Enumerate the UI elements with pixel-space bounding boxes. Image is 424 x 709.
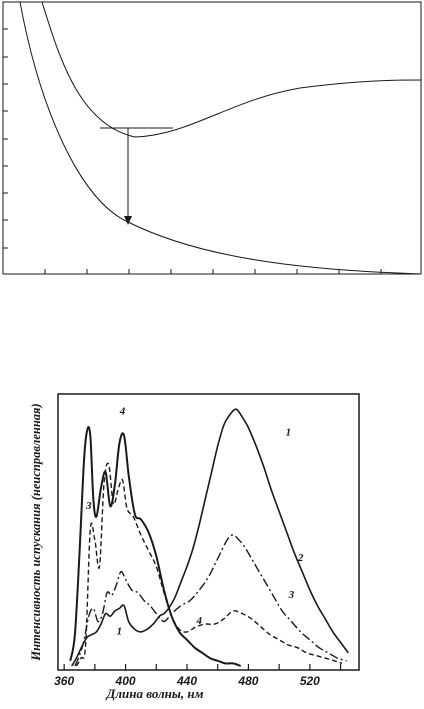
x-tick-label: 520 xyxy=(300,674,320,688)
spectrum-series-group xyxy=(69,408,349,667)
transition-arrow-head xyxy=(124,216,132,225)
x-axis-ticks: 360 400 440 480 520 xyxy=(54,664,342,688)
series-line-4 xyxy=(69,426,242,667)
frame-ticks xyxy=(3,28,382,274)
series-labels: 1 1 2 3 3 4 4 xyxy=(85,405,304,637)
series-line-3 xyxy=(75,462,343,667)
x-tick-label: 440 xyxy=(176,674,197,688)
spectrum-frame xyxy=(57,393,360,671)
series-label-3: 3 xyxy=(85,500,92,512)
x-tick-label: 480 xyxy=(237,674,258,688)
series-label-3: 3 xyxy=(288,589,295,601)
chart-frame xyxy=(2,1,422,275)
x-axis-label: Длина волны, нм xyxy=(105,686,203,701)
potential-curves-chart xyxy=(2,1,422,275)
series-label-1: 1 xyxy=(286,426,292,438)
y-axis-label: Интенсивность испускания (неисправленная… xyxy=(29,403,43,661)
series-label-4: 4 xyxy=(196,615,203,627)
x-tick-label: 360 xyxy=(54,674,74,688)
upper-potential-curve xyxy=(41,1,422,138)
series-line-2 xyxy=(74,534,347,667)
series-label-4: 4 xyxy=(119,405,126,417)
x-tick-label: 400 xyxy=(115,674,136,688)
lower-potential-curve xyxy=(19,1,422,275)
series-label-1: 1 xyxy=(117,626,123,638)
series-line-1 xyxy=(71,408,349,667)
series-label-2: 2 xyxy=(297,552,304,564)
